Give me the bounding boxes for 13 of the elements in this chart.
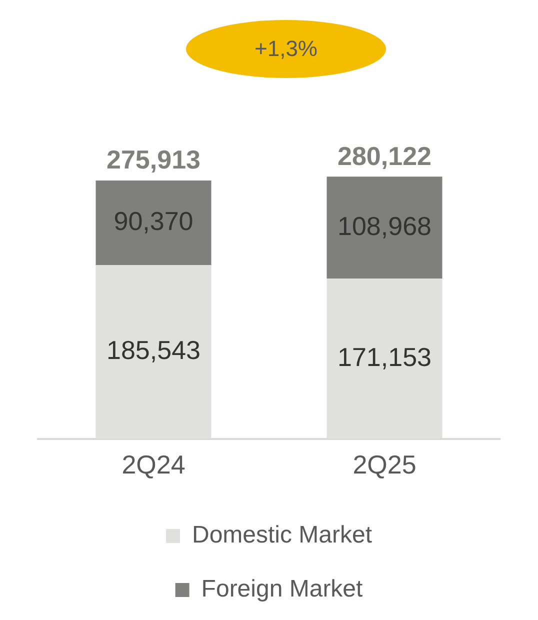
legend-label: Domestic Market xyxy=(192,522,372,549)
data-label: 185,543 xyxy=(106,335,200,366)
x-tick-label: 2Q25 xyxy=(352,450,416,480)
bar xyxy=(96,180,212,266)
data-label: 171,153 xyxy=(338,342,432,372)
data-label: 108,968 xyxy=(338,210,432,241)
data-label: 90,370 xyxy=(114,206,194,236)
ellipse-badge: +1,3% xyxy=(186,20,386,78)
x-tick-label: 2Q24 xyxy=(122,450,186,480)
total-label: 280,122 xyxy=(338,140,432,171)
total-label: 275,913 xyxy=(106,144,200,175)
bar xyxy=(326,176,442,279)
legend-label: Foreign Market xyxy=(201,576,364,603)
